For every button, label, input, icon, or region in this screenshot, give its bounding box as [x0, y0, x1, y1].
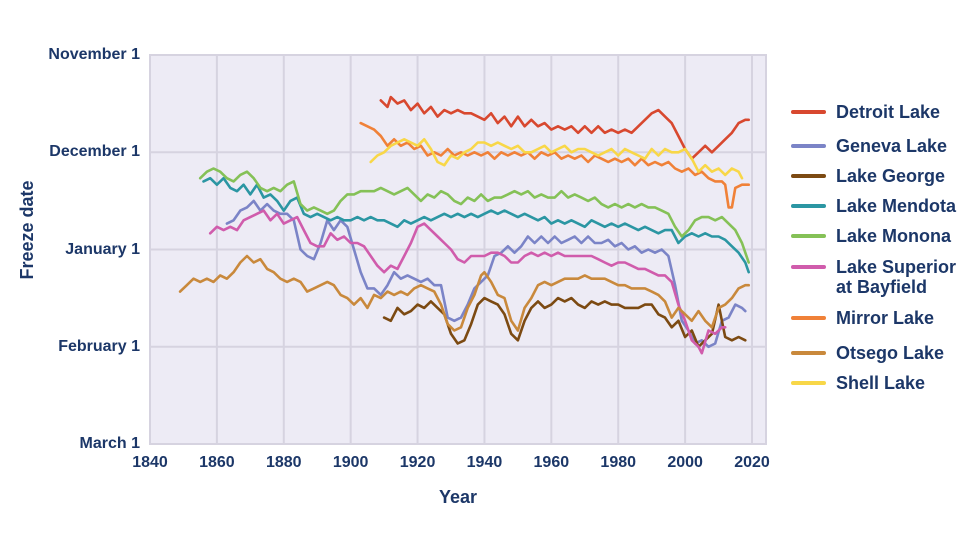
- legend-swatch-mirror-lake: [791, 316, 826, 320]
- x-tick-label: 1960: [533, 454, 570, 471]
- legend-label-lake-george: Lake George: [836, 166, 946, 186]
- legend-label-mirror-lake: Mirror Lake: [836, 308, 935, 328]
- x-tick-label: 1880: [265, 454, 302, 471]
- legend-label-otsego-lake: Otsego Lake: [836, 343, 945, 363]
- legend-swatch-lake-monona: [791, 234, 826, 238]
- legend-label-detroit-lake: Detroit Lake: [836, 102, 941, 122]
- x-tick-label: 1920: [399, 454, 436, 471]
- legend-swatch-lake-mendota: [791, 204, 826, 208]
- legend-swatch-lake-george: [791, 174, 826, 178]
- legend-label-geneva-lake: Geneva Lake: [836, 136, 948, 156]
- series-line-shell-lake: [369, 138, 744, 180]
- series-line-lake-monona: [198, 167, 750, 264]
- series-line-otsego-lake: [178, 254, 750, 332]
- x-tick-label: 1860: [199, 454, 235, 471]
- series-line-lake-mendota: [202, 176, 750, 274]
- legend-label-lake-mendota: Lake Mendota: [836, 196, 957, 216]
- y-axis-title: Freeze date: [17, 180, 37, 280]
- x-tick-label: 1940: [466, 454, 503, 471]
- x-tick-label: 2020: [734, 454, 770, 471]
- legend-swatch-otsego-lake: [791, 351, 826, 355]
- y-tick-label: December 1: [49, 143, 140, 161]
- legend-swatch-lake-superior-at-bayfield: [791, 265, 826, 269]
- legend-swatch-geneva-lake: [791, 144, 826, 148]
- legend-swatch-detroit-lake: [791, 110, 826, 114]
- legend-label-shell-lake: Shell Lake: [836, 373, 926, 393]
- legend-label-lake-monona: Lake Monona: [836, 226, 952, 246]
- y-tick-label: January 1: [65, 240, 140, 258]
- series-line-lake-superior-at-bayfield: [208, 209, 727, 355]
- y-tick-label: February 1: [58, 337, 140, 355]
- legend-label-lake-superior-at-bayfield: Lake Superior at Bayfield: [836, 257, 957, 297]
- series-line-mirror-lake: [359, 121, 750, 209]
- y-tick-label: November 1: [48, 46, 140, 63]
- x-tick-label: 1840: [132, 454, 168, 471]
- x-axis-title: Year: [438, 487, 478, 507]
- x-tick-label: 1980: [600, 454, 637, 471]
- plot-border: [149, 54, 767, 445]
- x-tick-label: 2000: [667, 454, 703, 471]
- legend-swatch-shell-lake: [791, 381, 826, 385]
- x-tick-label: 1900: [332, 454, 369, 471]
- y-tick-label: March 1: [79, 435, 140, 452]
